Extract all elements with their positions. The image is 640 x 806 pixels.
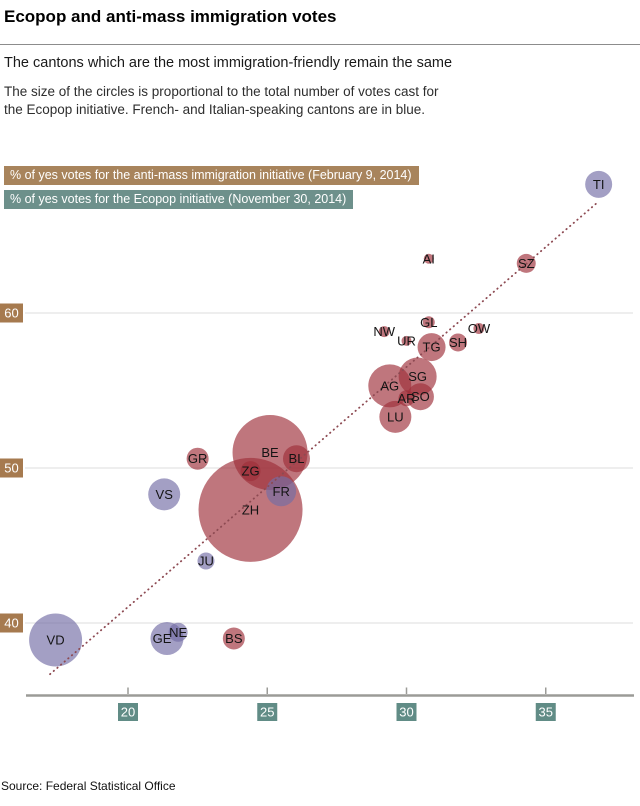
bubble-label-sz: SZ — [518, 256, 535, 271]
bubble-sh — [449, 333, 468, 352]
x-tick-box-30 — [396, 703, 417, 721]
bubble-label-so: SO — [411, 389, 430, 404]
bubble-ti — [585, 170, 613, 198]
bubble-fr — [266, 476, 297, 507]
bubble-label-ju: JU — [198, 554, 214, 569]
x-tick-label-25: 25 — [260, 705, 274, 720]
y-tick-box-50 — [0, 458, 23, 478]
chart-description: The size of the circles is proportional … — [4, 83, 438, 118]
bubble-label-sh: SH — [449, 335, 467, 350]
bubble-vd — [29, 613, 83, 667]
bubble-label-vd: VD — [47, 633, 65, 648]
bubble-label-ar: AR — [397, 391, 415, 406]
bubble-label-bs: BS — [225, 631, 243, 646]
chart-description-line1: The size of the circles is proportional … — [4, 84, 439, 99]
bubble-nw — [378, 326, 390, 338]
bubble-label-gl: GL — [420, 315, 437, 330]
bubble-ne — [168, 622, 188, 642]
bubble-ow — [473, 323, 485, 334]
bubble-tg — [417, 333, 446, 362]
x-tick-label-20: 20 — [121, 705, 135, 720]
bubble-label-nw: NW — [373, 324, 395, 339]
y-tick-label-50: 50 — [4, 461, 18, 476]
bubble-ur — [401, 335, 412, 346]
bubble-label-sg: SG — [408, 369, 427, 384]
bubble-so — [406, 383, 434, 411]
legend-anti-mass-immigration: % of yes votes for the anti-mass immigra… — [4, 166, 419, 185]
trend-line — [49, 200, 600, 676]
bubble-vs — [148, 478, 181, 511]
bubble-label-fr: FR — [273, 484, 290, 499]
bubble-label-ow: OW — [468, 321, 491, 336]
x-tick-box-25 — [257, 703, 278, 721]
bubble-label-ti: TI — [593, 177, 605, 192]
bubble-gl — [422, 316, 435, 329]
y-tick-box-40 — [0, 613, 23, 633]
bubble-label-ur: UR — [397, 333, 416, 348]
title-divider — [0, 44, 640, 45]
bubble-ar — [398, 390, 415, 407]
bubble-label-ge: GE — [153, 631, 172, 646]
y-tick-box-60 — [0, 303, 23, 323]
bubble-label-tg: TG — [423, 340, 441, 355]
bubble-label-ai: AI — [423, 251, 435, 266]
bubble-label-lu: LU — [387, 409, 404, 424]
bubble-label-zh: ZH — [242, 502, 259, 517]
legend-ecopop: % of yes votes for the Ecopop initiative… — [4, 190, 354, 209]
bubble-bs — [222, 627, 245, 650]
y-tick-label-60: 60 — [4, 306, 18, 321]
bubble-label-bl: BL — [289, 451, 305, 466]
bubble-label-ne: NE — [169, 625, 187, 640]
bubble-gr — [186, 447, 209, 470]
x-tick-label-35: 35 — [539, 705, 553, 720]
y-tick-label-40: 40 — [4, 616, 18, 631]
bubble-ai — [423, 253, 434, 264]
bubble-label-be: BE — [261, 445, 279, 460]
chart-subtitle: The cantons which are the most immigrati… — [4, 55, 453, 71]
bubble-label-ag: AG — [380, 378, 399, 393]
page-title: Ecopop and anti-mass immigration votes — [4, 7, 337, 26]
chart-description-line2: the Ecopop initiative. French- and Itali… — [4, 101, 426, 117]
bubble-label-vs: VS — [156, 487, 174, 502]
x-tick-box-20 — [118, 703, 138, 721]
x-tick-box-35 — [535, 703, 556, 721]
x-tick-label-30: 30 — [399, 705, 413, 720]
bubble-ju — [197, 552, 215, 570]
bubble-label-gr: GR — [188, 451, 208, 466]
bubble-bl — [282, 445, 310, 473]
source-note: Source: Federal Statistical Office — [1, 779, 176, 793]
bubble-zg — [240, 461, 261, 482]
bubble-lu — [379, 400, 412, 433]
bubble-label-zg: ZG — [242, 464, 260, 479]
